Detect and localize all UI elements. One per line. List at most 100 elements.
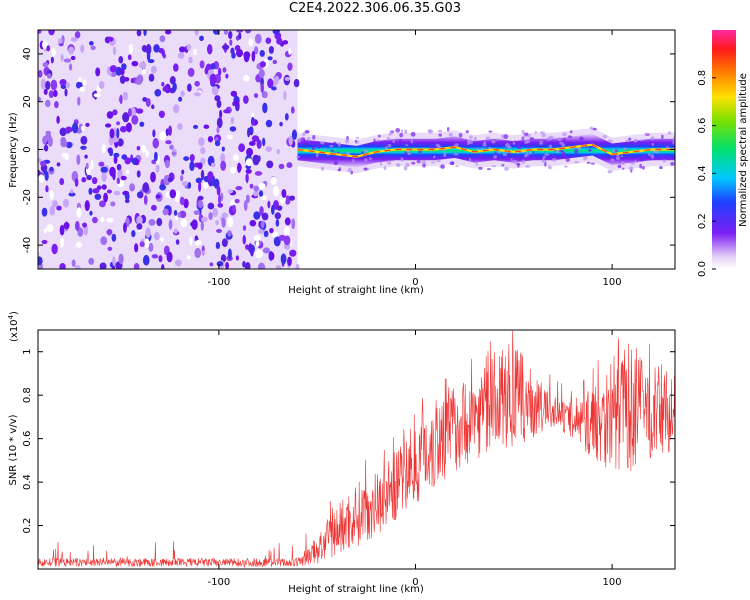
noise-blob <box>108 148 114 157</box>
band-speckle <box>405 144 409 147</box>
band-speckle <box>534 130 537 134</box>
noise-blob <box>169 144 174 150</box>
band-speckle <box>404 129 408 135</box>
band-speckle <box>440 164 445 169</box>
noise-blob <box>74 178 79 187</box>
noise-blob <box>252 191 259 197</box>
band-speckle <box>607 169 613 174</box>
noise-blob <box>49 190 55 200</box>
noise-blob <box>169 189 177 199</box>
noise-blob <box>254 33 262 44</box>
noise-blob <box>257 262 266 269</box>
band-speckle <box>473 136 477 142</box>
band-speckle <box>446 127 450 132</box>
noise-blob <box>139 121 145 127</box>
band-speckle <box>458 132 463 138</box>
colorbar-tick-label: 0.4 <box>697 165 708 181</box>
band-speckle <box>453 153 459 156</box>
band-speckle <box>610 158 615 162</box>
noise-blob <box>77 96 81 106</box>
noise-blob <box>52 200 58 208</box>
noise-blob <box>65 141 73 149</box>
band-speckle <box>433 155 436 159</box>
band-speckle <box>503 134 509 140</box>
spectrogram-signal-band <box>296 126 675 175</box>
noise-blob <box>148 242 154 252</box>
band-speckle <box>333 161 338 166</box>
noise-blob <box>245 174 249 183</box>
noise-blob <box>250 247 254 257</box>
noise-blob <box>246 147 254 157</box>
noise-blob <box>41 239 48 245</box>
noise-blob <box>127 54 132 61</box>
noise-blob <box>216 117 223 129</box>
noise-blob <box>78 76 82 84</box>
noise-blob <box>243 200 248 212</box>
band-speckle <box>517 146 522 150</box>
noise-blob <box>142 96 148 102</box>
noise-blob <box>150 204 157 211</box>
noise-blob <box>64 88 68 97</box>
noise-blob <box>283 226 290 236</box>
band-peak <box>297 144 675 158</box>
noise-blob <box>99 262 107 269</box>
noise-blob <box>159 35 166 43</box>
noise-blob <box>162 208 169 216</box>
noise-blob <box>229 126 237 132</box>
noise-blob <box>253 46 259 55</box>
noise-blob <box>155 164 160 173</box>
noise-blob <box>276 148 280 155</box>
band-speckle <box>451 143 456 147</box>
noise-blob <box>156 217 163 227</box>
noise-blob <box>189 236 193 246</box>
noise-blob <box>191 219 198 230</box>
noise-blob <box>81 125 85 132</box>
noise-blob <box>275 265 282 269</box>
noise-blob <box>46 45 51 52</box>
noise-blob <box>45 130 52 135</box>
band-speckle <box>304 129 310 134</box>
noise-blob <box>259 206 264 216</box>
band-speckle <box>320 166 325 171</box>
noise-blob <box>59 224 65 236</box>
spectrogram-panel: -100 0 100 -40 -20 0 20 40 Height of straight … <box>8 29 676 296</box>
band-speckle <box>344 139 350 144</box>
noise-blob <box>49 166 54 172</box>
noise-blob <box>265 146 273 152</box>
noise-blob <box>161 49 165 57</box>
band-speckle <box>395 128 401 133</box>
band-speckle <box>650 154 655 159</box>
noise-blob <box>276 37 283 45</box>
band-speckle <box>542 157 545 163</box>
noise-blob <box>134 158 140 166</box>
band-speckle <box>495 138 501 141</box>
noise-blob <box>169 76 176 85</box>
band-speckle <box>526 145 532 148</box>
band-speckle <box>639 158 644 162</box>
noise-blob <box>148 73 155 82</box>
band-speckle <box>524 140 529 145</box>
noise-blob <box>194 247 202 259</box>
noise-blob <box>255 249 263 259</box>
noise-blob <box>255 240 260 247</box>
noise-blob <box>247 127 251 138</box>
noise-blob <box>59 177 65 186</box>
noise-blob <box>235 48 244 58</box>
noise-blob <box>245 244 250 250</box>
noise-blob <box>59 78 67 86</box>
noise-blob <box>88 41 94 46</box>
noise-blob <box>80 145 87 150</box>
noise-blob <box>174 259 182 267</box>
noise-blob <box>217 202 224 208</box>
band-speckle <box>529 151 532 155</box>
noise-blob <box>84 154 88 159</box>
noise-blob <box>38 174 45 183</box>
noise-blob <box>153 44 160 53</box>
noise-blob <box>119 126 127 133</box>
noise-blob <box>95 67 101 77</box>
band-speckle <box>540 131 543 135</box>
band-speckle <box>321 141 325 145</box>
band-speckle <box>383 165 387 171</box>
noise-blob <box>54 101 59 109</box>
band-speckle <box>590 162 595 165</box>
